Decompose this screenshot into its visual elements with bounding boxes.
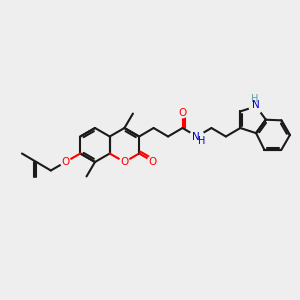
Text: O: O <box>120 157 129 167</box>
Circle shape <box>249 99 263 113</box>
Circle shape <box>61 157 70 167</box>
Circle shape <box>178 108 188 118</box>
Circle shape <box>147 156 158 166</box>
Circle shape <box>190 130 204 143</box>
Text: N: N <box>252 100 260 110</box>
Text: H: H <box>251 94 259 104</box>
Text: H: H <box>198 136 206 146</box>
Text: O: O <box>178 108 187 118</box>
Text: N: N <box>192 131 200 142</box>
Text: O: O <box>148 157 157 167</box>
Text: O: O <box>61 157 70 167</box>
Circle shape <box>119 157 129 167</box>
